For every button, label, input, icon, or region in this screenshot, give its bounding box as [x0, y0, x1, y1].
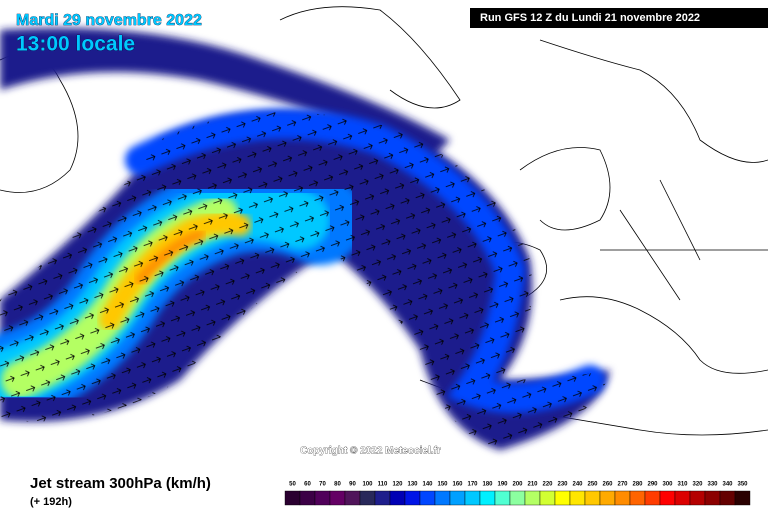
scale-label: 150	[437, 482, 448, 488]
scale-swatch	[314, 490, 331, 506]
scale-label: 300	[662, 482, 673, 488]
scale-label: 160	[452, 482, 463, 488]
run-info: Run GFS 12 Z du Lundi 21 novembre 2022	[480, 12, 700, 24]
scale-label: 70	[319, 482, 326, 488]
scale-swatch	[644, 490, 661, 506]
scale-swatch	[719, 490, 736, 506]
scale-label: 240	[572, 482, 583, 488]
scale-swatch	[734, 490, 751, 506]
scale-swatch	[689, 490, 706, 506]
scale-swatch	[419, 490, 436, 506]
scale-label: 210	[527, 482, 538, 488]
scale-label: 90	[349, 482, 356, 488]
scale-swatch	[674, 490, 691, 506]
color-scale: 50 60 70 80 90 100 110 120 130 140 150 160 170 180 190…	[284, 482, 751, 506]
scale-label: 260	[602, 482, 613, 488]
scale-label: 230	[557, 482, 568, 488]
scale-swatch	[554, 490, 571, 506]
scale-label: 200	[512, 482, 523, 488]
scale-label: 120	[392, 482, 403, 488]
scale-swatch	[404, 490, 421, 506]
legend-title: Jet stream 300hPa (km/h)	[30, 475, 211, 492]
scale-swatch	[614, 490, 631, 506]
scale-label: 170	[467, 482, 478, 488]
scale-swatch	[659, 490, 676, 506]
scale-swatch	[374, 490, 391, 506]
scale-swatch	[299, 490, 316, 506]
scale-swatch	[449, 490, 466, 506]
scale-label: 270	[617, 482, 628, 488]
scale-label: 280	[632, 482, 643, 488]
scale-label: 140	[422, 482, 433, 488]
scale-label: 110	[378, 482, 388, 488]
scale-label: 80	[334, 482, 341, 488]
scale-label: 350	[737, 482, 748, 488]
subtitle: 13:00 locale	[16, 33, 135, 56]
scale-swatch	[329, 490, 346, 506]
scale-label: 100	[362, 482, 373, 488]
scale-label: 190	[497, 482, 508, 488]
title: Mardi 29 novembre 2022	[16, 12, 202, 29]
scale-label: 340	[722, 482, 733, 488]
scale-swatch	[464, 490, 481, 506]
scale-label: 330	[707, 482, 718, 488]
scale-label: 320	[692, 482, 703, 488]
scale-swatch	[479, 490, 496, 506]
scale-label: 250	[587, 482, 598, 488]
scale-swatch	[509, 490, 526, 506]
legend-lead: (+ 192h)	[30, 496, 72, 508]
scale-swatch	[629, 490, 646, 506]
run-banner	[470, 8, 768, 28]
scale-label: 220	[542, 482, 553, 488]
copyright: Copyright © 2022 Meteociel.fr	[300, 446, 441, 457]
scale-swatch	[569, 490, 586, 506]
scale-swatch	[584, 490, 601, 506]
scale-swatch	[344, 490, 361, 506]
scale-swatch	[434, 490, 451, 506]
scale-swatch	[704, 490, 721, 506]
scale-swatch	[539, 490, 556, 506]
scale-label: 310	[677, 482, 688, 488]
scale-swatch	[284, 490, 301, 506]
scale-swatch	[389, 490, 406, 506]
scale-swatch	[524, 490, 541, 506]
scale-swatch	[599, 490, 616, 506]
scale-label: 60	[304, 482, 311, 488]
scale-swatch	[359, 490, 376, 506]
scale-label: 130	[407, 482, 418, 488]
scale-swatch	[494, 490, 511, 506]
scale-label: 50	[289, 482, 296, 488]
jet-stream	[0, 28, 610, 450]
scale-label: 290	[647, 482, 658, 488]
scale-label: 180	[482, 482, 493, 488]
